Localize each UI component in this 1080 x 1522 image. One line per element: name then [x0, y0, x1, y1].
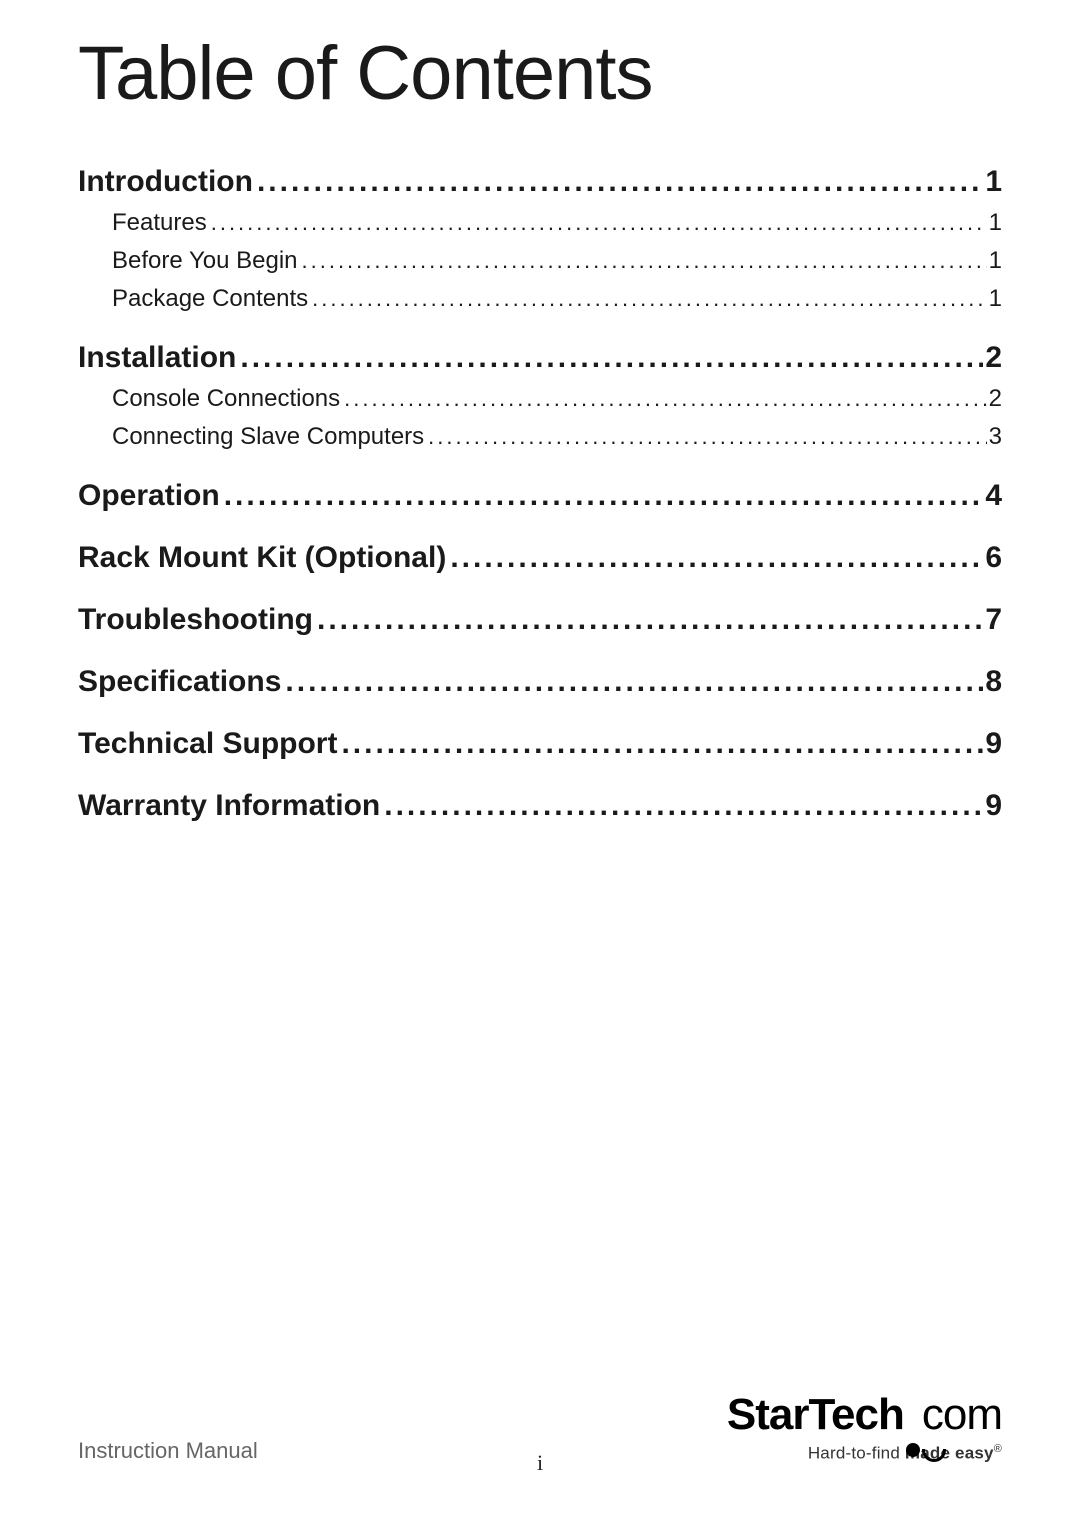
toc-entry-title: Before You Begin [112, 247, 302, 275]
toc-entry[interactable]: Specifications..........................… [78, 665, 1002, 699]
toc-entry-title: Installation [78, 341, 240, 375]
toc-dot-leader: ........................................… [450, 541, 983, 575]
document-page: Table of Contents Introduction .........… [0, 0, 1080, 1522]
toc-entry[interactable]: Operation ..............................… [78, 479, 1002, 513]
toc-entry-page: 4 [983, 479, 1002, 513]
toc-entry[interactable]: Rack Mount Kit (Optional) ..............… [78, 541, 1002, 575]
toc-entry[interactable]: Technical Support ......................… [78, 727, 1002, 761]
toc-entry-page: 7 [983, 603, 1002, 637]
toc-entry-page: 1 [987, 247, 1002, 275]
toc-entry-title: Console Connections [112, 385, 344, 413]
page-title: Table of Contents [78, 30, 1002, 117]
toc-entry-title: Package Contents [112, 285, 312, 313]
toc-entry-title: Troubleshooting [78, 603, 317, 637]
toc-entry-title: Specifications [78, 665, 285, 699]
toc-entry-title: Operation [78, 479, 224, 513]
toc-entry[interactable]: Features................................… [78, 209, 1002, 237]
toc-entry-page: 9 [983, 727, 1002, 761]
toc-dot-leader: ........................................… [211, 210, 987, 236]
toc-dot-leader: ........................................… [285, 665, 983, 699]
toc-entry[interactable]: Introduction ...........................… [78, 165, 1002, 199]
page-footer: Instruction Manual i StarTechcom Hard-to… [78, 1374, 1002, 1464]
toc-entry-title: Connecting Slave Computers [112, 423, 428, 451]
toc-entry[interactable]: Warranty Information....................… [78, 789, 1002, 823]
logo-main: StarTech [727, 1390, 904, 1439]
toc-entry[interactable]: Package Contents .......................… [78, 285, 1002, 313]
page-number: i [78, 1450, 1002, 1476]
toc-entry-page: 3 [987, 423, 1002, 451]
toc-entry-title: Rack Mount Kit (Optional) [78, 541, 450, 575]
toc-entry[interactable]: Before You Begin .......................… [78, 247, 1002, 275]
toc-entry-page: 1 [987, 285, 1002, 313]
toc-dot-leader: ........................................… [240, 341, 983, 375]
toc-entry-page: 9 [983, 789, 1002, 823]
toc-entry[interactable]: Console Connections.....................… [78, 385, 1002, 413]
toc-dot-leader: ........................................… [428, 424, 986, 450]
toc-entry[interactable]: Troubleshooting.........................… [78, 603, 1002, 637]
toc-entry-page: 6 [983, 541, 1002, 575]
toc-dot-leader: ........................................… [302, 248, 987, 274]
toc-entry-title: Introduction [78, 165, 257, 199]
logo-text: StarTech com [727, 1393, 1002, 1437]
toc-dot-leader: ........................................… [384, 789, 983, 823]
toc-dot-leader: ........................................… [317, 603, 983, 637]
toc-dot-leader: ........................................… [224, 479, 984, 513]
toc-entry-page: 2 [987, 385, 1002, 413]
toc-entry-page: 2 [983, 341, 1002, 375]
toc-entry-page: 1 [983, 165, 1002, 199]
table-of-contents: Introduction ...........................… [78, 165, 1002, 823]
toc-entry[interactable]: Connecting Slave Computers..............… [78, 423, 1002, 451]
toc-entry-title: Warranty Information [78, 789, 384, 823]
toc-dot-leader: ........................................… [257, 165, 983, 199]
toc-dot-leader: ........................................… [344, 386, 987, 412]
toc-dot-leader: ........................................… [312, 286, 987, 312]
toc-entry-title: Features [112, 209, 211, 237]
toc-entry-page: 1 [987, 209, 1002, 237]
logo-suffix: com [922, 1390, 1002, 1439]
toc-dot-leader: ........................................… [341, 727, 983, 761]
toc-entry-title: Technical Support [78, 727, 341, 761]
toc-entry[interactable]: Installation ...........................… [78, 341, 1002, 375]
toc-entry-page: 8 [983, 665, 1002, 699]
